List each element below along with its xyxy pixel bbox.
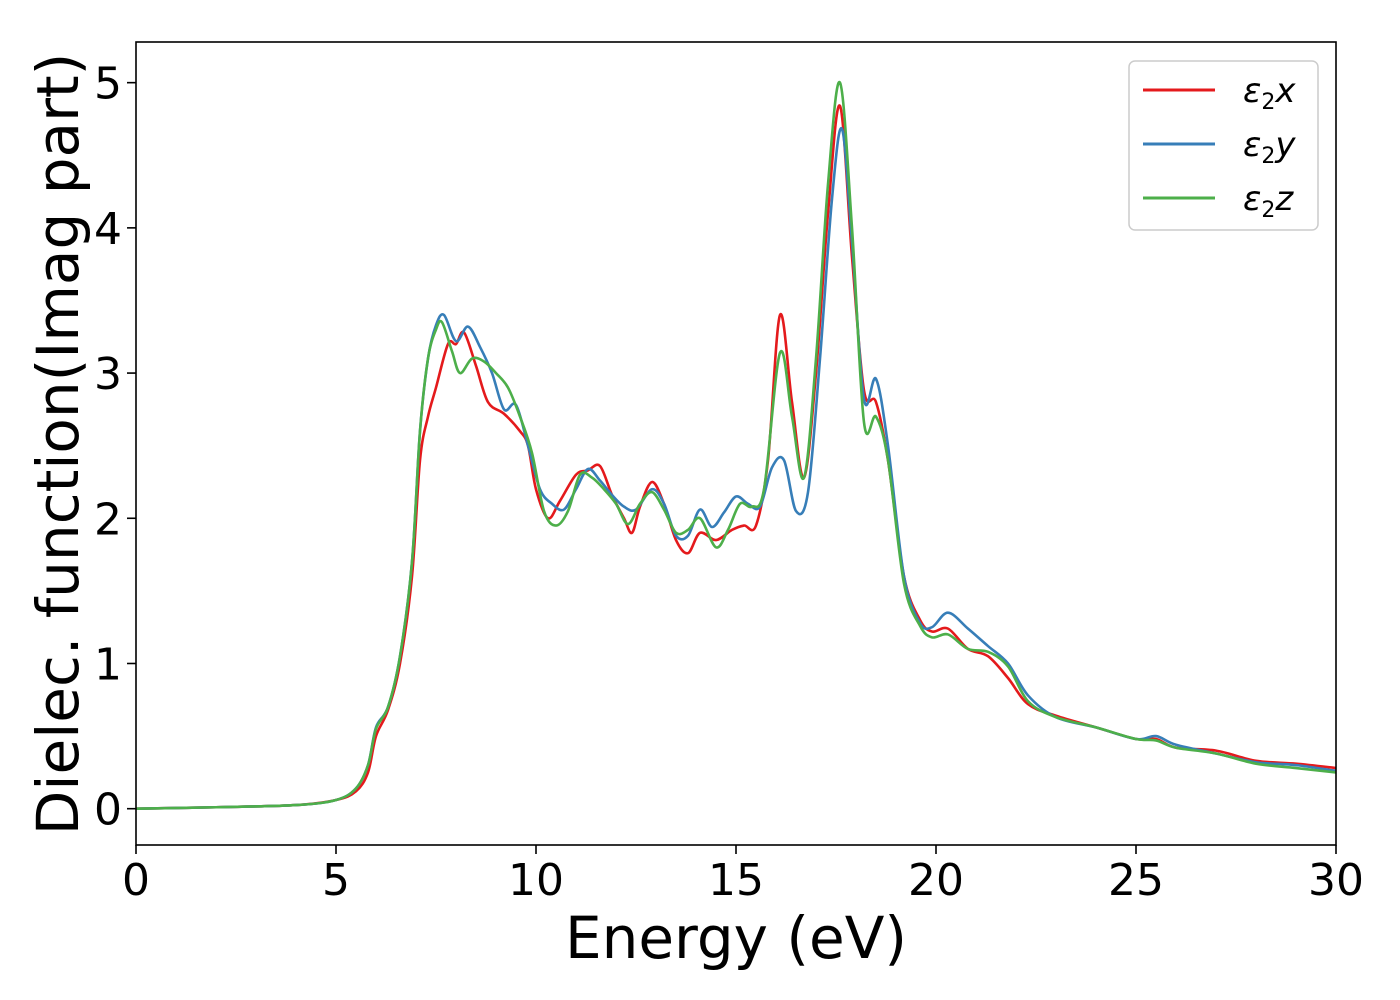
x-tick-label: 0	[122, 855, 150, 906]
x-tick-label: 15	[708, 855, 764, 906]
legend-label-y: ε2y	[1243, 125, 1296, 169]
x-tick-label: 5	[322, 855, 350, 906]
y-ticks: 0 1 2 3 4 5	[94, 59, 136, 836]
legend-label-z: ε2z	[1243, 179, 1294, 223]
y-axis-label: Dielec. function(Imag part)	[24, 53, 92, 836]
legend: ε2x ε2y ε2z	[1128, 60, 1319, 231]
y-tick-label: 0	[94, 785, 122, 836]
legend-items: ε2x ε2y ε2z	[1143, 71, 1296, 223]
y-tick-label: 4	[94, 204, 122, 255]
x-axis-label: Energy (eV)	[565, 904, 907, 972]
y-tick-label: 1	[94, 639, 122, 690]
series-layer	[135, 81, 1337, 810]
legend-box	[1128, 60, 1319, 231]
x-tick-label: 20	[908, 855, 964, 906]
x-tick-label: 25	[1108, 855, 1164, 906]
x-tick-label: 30	[1308, 855, 1364, 906]
x-tick-label: 10	[508, 855, 564, 906]
y-tick-label: 3	[94, 349, 122, 400]
x-ticks: 0 5 10 15 20 25 30	[122, 845, 1364, 906]
legend-label-x: ε2x	[1243, 71, 1296, 115]
y-tick-label: 5	[94, 59, 122, 110]
y-tick-label: 2	[94, 494, 122, 545]
plot-frame	[135, 41, 1337, 846]
series-line-z	[135, 81, 1337, 810]
